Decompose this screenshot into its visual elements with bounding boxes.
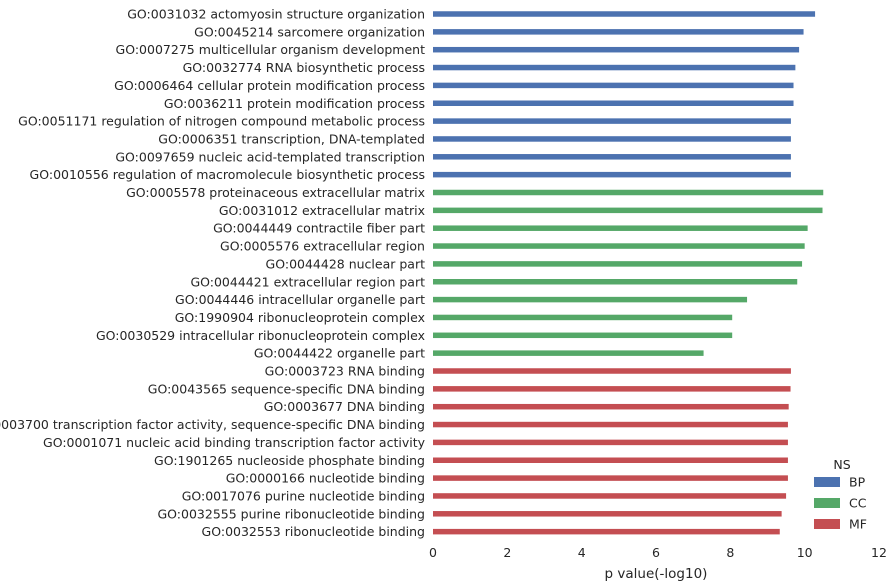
x-tick-label: 0	[429, 545, 437, 560]
category-label: GO:0032774 RNA biosynthetic process	[183, 60, 425, 75]
bar-cc	[433, 350, 704, 356]
category-label: GO:0017076 purine nucleotide binding	[182, 488, 425, 503]
bar-bp	[433, 46, 800, 53]
bar-mf	[433, 457, 788, 463]
category-label: GO:0006351 transcription, DNA-templated	[158, 131, 425, 146]
category-label: GO:0044428 nuclear part	[266, 256, 426, 271]
category-label: GO:0031012 extracellular matrix	[219, 203, 425, 218]
category-label: GO:0005576 extracellular region	[220, 239, 425, 254]
category-label: GO:0044421 extracellular region part	[190, 274, 425, 289]
x-tick-label: 6	[652, 545, 660, 560]
legend-swatch-bp	[814, 477, 840, 487]
legend-label: BP	[849, 475, 866, 490]
bar-mf	[433, 386, 791, 392]
legend-swatch-cc	[814, 498, 840, 508]
bar-cc	[433, 207, 823, 214]
category-label: GO:0045214 sarcomere organization	[194, 24, 425, 39]
category-label: GO:0007275 multicellular organism develo…	[116, 42, 426, 57]
category-label: GO:0006464 cellular protein modification…	[114, 78, 425, 93]
category-label: GO:0030529 intracellular ribonucleoprote…	[96, 328, 425, 343]
legend-swatch-mf	[814, 519, 840, 529]
category-label: GO:0044446 intracellular organelle part	[175, 292, 425, 307]
bar-mf	[433, 493, 787, 499]
legend-title: NS	[833, 457, 850, 472]
x-tick-label: 8	[726, 545, 734, 560]
bar-series	[433, 11, 824, 535]
category-label: GO:0043565 sequence-specific DNA binding	[148, 381, 425, 396]
legend: NS BP CC MF	[814, 457, 867, 532]
bar-bp	[433, 136, 791, 142]
bar-bp	[433, 11, 816, 17]
category-label: GO:0003677 DNA binding	[264, 399, 425, 414]
category-label: GO:1990904 ribonucleoprotein complex	[175, 310, 425, 325]
category-label: GO:0044422 organelle part	[254, 346, 425, 361]
category-label: GO:0032553 ribonucleotide binding	[202, 524, 425, 539]
bar-cc	[433, 225, 808, 231]
bar-cc	[433, 261, 803, 267]
category-labels: GO:0031032 actomyosin structure organiza…	[0, 7, 426, 540]
bar-bp	[433, 82, 794, 89]
category-label: GO:0003723 RNA binding	[265, 364, 425, 379]
category-label: GO:0051171 regulation of nitrogen compou…	[18, 114, 425, 129]
category-label: GO:1901265 nucleoside phosphate binding	[154, 453, 425, 468]
bar-mf	[433, 439, 788, 446]
category-label: GO:0044449 contractile fiber part	[213, 221, 425, 236]
bar-cc	[433, 296, 748, 303]
bar-bp	[433, 118, 791, 124]
bar-mf	[433, 511, 782, 517]
bar-mf	[433, 475, 788, 481]
category-label: GO:0003700 transcription factor activity…	[0, 417, 425, 432]
bar-bp	[433, 29, 804, 35]
category-label: GO:0097659 nucleic acid-templated transc…	[115, 149, 425, 164]
category-label: GO:0036211 protein modification process	[164, 96, 425, 111]
legend-label: CC	[849, 496, 867, 511]
legend-entries: BP CC MF	[814, 475, 867, 532]
bar-mf	[433, 421, 788, 428]
x-tick-label: 10	[797, 545, 813, 560]
x-tick-labels: 0 2 4 6 8 10 12	[429, 545, 887, 560]
x-tick-label: 4	[578, 545, 586, 560]
bar-cc	[433, 332, 733, 339]
x-tick-label: 2	[503, 545, 511, 560]
x-axis-title: p value(-log10)	[605, 566, 708, 582]
category-label: GO:0000166 nucleotide binding	[226, 471, 425, 486]
x-tick-label: 12	[871, 545, 887, 560]
bar-cc	[433, 314, 733, 321]
category-label: GO:0031032 actomyosin structure organiza…	[127, 7, 425, 22]
bar-bp	[433, 64, 796, 71]
bar-mf	[433, 528, 780, 535]
bar-cc	[433, 189, 824, 196]
bar-mf	[433, 403, 789, 410]
category-label: GO:0005578 proteinaceous extracellular m…	[126, 185, 425, 200]
bar-cc	[433, 243, 805, 249]
bar-bp	[433, 171, 791, 178]
category-label: GO:0010556 regulation of macromolecule b…	[30, 167, 425, 182]
category-label: GO:0032555 purine ribonucleotide binding	[157, 506, 425, 521]
bar-bp	[433, 154, 791, 160]
category-label: GO:0001071 nucleic acid binding transcri…	[43, 435, 426, 450]
bar-mf	[433, 368, 791, 374]
bar-cc	[433, 279, 798, 285]
bar-bp	[433, 100, 794, 106]
legend-label: MF	[849, 517, 867, 532]
